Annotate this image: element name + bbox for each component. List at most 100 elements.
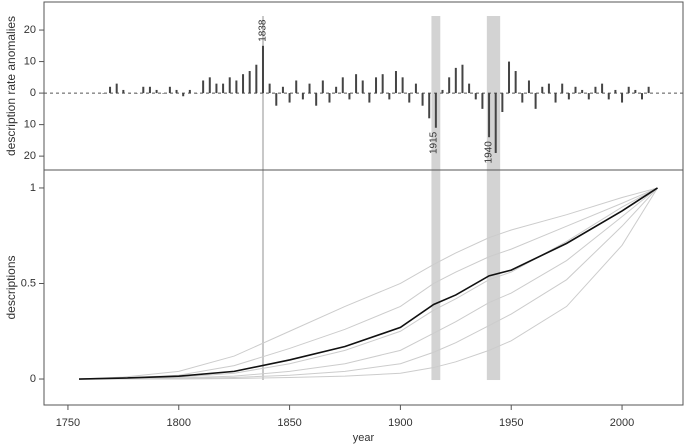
bar <box>142 86 145 94</box>
bar <box>441 89 444 94</box>
bar <box>488 93 491 138</box>
band <box>486 16 501 381</box>
bar <box>567 93 570 100</box>
bar <box>574 86 577 94</box>
y-tick-label: 0.5 <box>21 277 36 289</box>
bar <box>335 86 338 94</box>
line <box>78 187 658 380</box>
bar <box>281 86 284 94</box>
bar <box>248 71 251 94</box>
bar <box>208 77 211 94</box>
bar <box>295 80 298 94</box>
bar <box>275 93 278 106</box>
bar <box>135 93 138 94</box>
bar <box>348 93 351 100</box>
bar <box>554 93 557 103</box>
bar <box>368 93 371 103</box>
bar <box>361 80 364 94</box>
bar <box>494 93 497 153</box>
line <box>79 187 658 380</box>
bar <box>607 93 610 100</box>
annotation-label: 1915 <box>428 131 439 154</box>
bar <box>315 93 318 106</box>
bar <box>561 83 564 94</box>
bar <box>594 86 597 94</box>
bar <box>401 77 404 94</box>
annotation-label: 1838 <box>258 19 269 42</box>
bar <box>182 93 185 97</box>
x-tick-label: 1950 <box>499 417 523 429</box>
bar <box>188 89 191 94</box>
bar <box>468 83 471 94</box>
bar <box>102 93 105 94</box>
bar <box>109 86 112 94</box>
x-axis-label: year <box>353 432 375 444</box>
panel-frame <box>43 169 684 406</box>
bar <box>202 80 205 94</box>
bar <box>414 83 417 94</box>
x-tick-label: 1850 <box>277 417 301 429</box>
y-tick-label: 10 <box>24 55 36 67</box>
bar <box>148 86 151 94</box>
bar <box>474 93 477 100</box>
y-tick-label: 20 <box>24 24 36 36</box>
bar <box>195 93 198 94</box>
bar <box>501 93 504 113</box>
bar <box>228 77 231 94</box>
bar <box>527 80 530 94</box>
bar <box>341 77 344 94</box>
line <box>79 187 658 380</box>
bar <box>647 86 650 94</box>
bar <box>394 71 397 94</box>
bar <box>621 93 624 103</box>
annotation-label: 1940 <box>484 141 495 164</box>
y-tick-label: 1 <box>30 182 36 194</box>
bar <box>155 89 158 94</box>
bar <box>168 86 171 94</box>
bar <box>222 83 225 94</box>
bar <box>640 93 643 100</box>
bar <box>534 93 537 109</box>
bar <box>255 64 258 94</box>
bar <box>115 83 118 94</box>
bar <box>521 93 524 103</box>
bar <box>242 74 245 94</box>
bar <box>288 93 291 103</box>
bar <box>328 93 331 103</box>
bar <box>162 93 165 94</box>
bar <box>428 93 431 119</box>
bar <box>421 93 424 106</box>
bar <box>355 74 358 94</box>
bar <box>601 83 604 94</box>
bar <box>235 80 238 94</box>
bar <box>434 93 437 128</box>
y-tick-label: 0 <box>30 373 36 385</box>
bar <box>261 45 264 94</box>
bar <box>175 89 178 94</box>
band <box>431 16 441 381</box>
line <box>79 187 658 380</box>
bar <box>634 89 637 94</box>
line <box>79 187 658 380</box>
bar <box>375 77 378 94</box>
bar <box>215 83 218 94</box>
bar <box>587 93 590 100</box>
y-tick-label: 10 <box>24 119 36 131</box>
bar <box>461 64 464 94</box>
bar <box>627 86 630 94</box>
bar <box>321 80 324 94</box>
bar <box>388 93 391 100</box>
x-tick-label: 1800 <box>167 417 191 429</box>
bar <box>122 89 125 94</box>
bar <box>408 93 411 103</box>
y-tick-label: 20 <box>24 150 36 162</box>
bar <box>381 74 384 94</box>
x-tick-label: 1750 <box>56 417 80 429</box>
x-tick-label: 1900 <box>388 417 412 429</box>
y-axis-label: descriptions <box>4 255 18 319</box>
bar <box>128 93 131 94</box>
bar <box>268 83 271 94</box>
bar <box>448 77 451 94</box>
y-axis-label: description rate anomalies <box>4 16 18 156</box>
